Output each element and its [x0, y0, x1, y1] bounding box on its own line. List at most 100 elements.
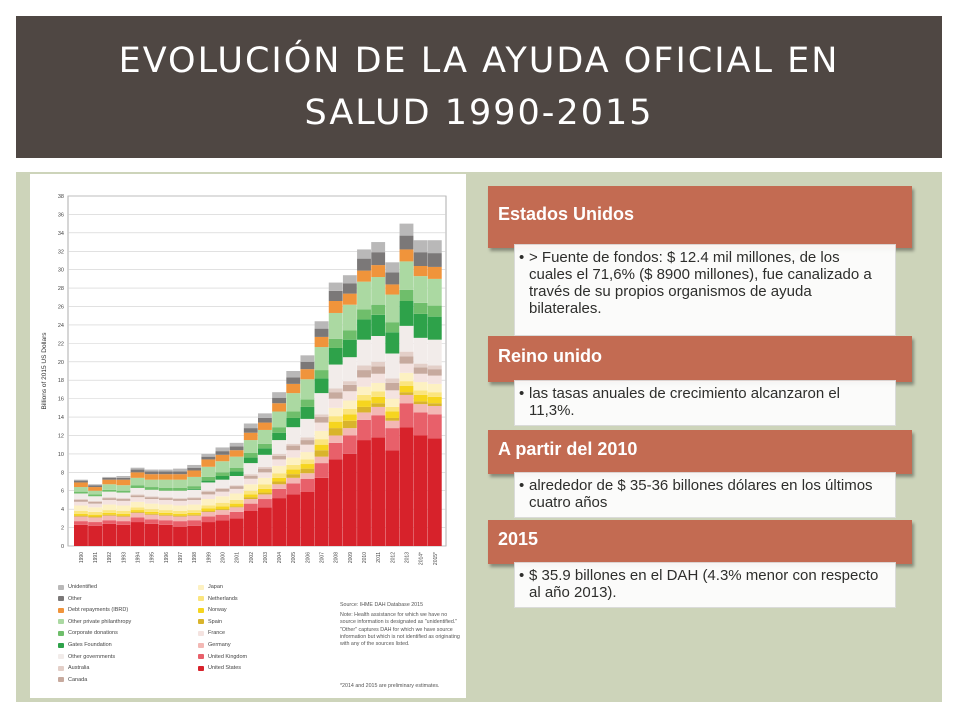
info-panel: Estados Unidos • > Fuente de fondos: $ 1… — [488, 186, 916, 626]
bar-segment — [229, 488, 244, 494]
bar-segment — [102, 491, 117, 498]
bar-segment — [88, 503, 103, 508]
bar-segment — [158, 479, 173, 488]
bar-segment — [116, 524, 131, 546]
bar-segment — [144, 513, 159, 515]
y-tick-label: 28 — [58, 286, 64, 292]
bar-segment — [371, 373, 386, 383]
bar-segment — [88, 494, 103, 497]
bar-segment — [243, 463, 258, 475]
x-tick-label: 2008 — [334, 552, 340, 563]
bar-segment — [371, 382, 386, 392]
bar-segment — [144, 514, 159, 520]
source-note: Source: IHME DAH Database 2015 Note: Hea… — [340, 602, 462, 651]
bar-segment — [173, 474, 187, 480]
bar-segment — [130, 467, 145, 470]
bar-segment — [144, 474, 159, 480]
bar-segment — [215, 506, 230, 510]
bar-segment — [357, 406, 371, 413]
bar-segment — [371, 361, 386, 367]
legend-swatch — [198, 642, 204, 648]
section-header: Reino unido — [488, 336, 912, 382]
bar-segment — [272, 498, 287, 546]
bar-segment — [300, 491, 315, 546]
bar-segment — [158, 497, 173, 499]
bar-segment — [229, 507, 244, 512]
bar-segment — [74, 511, 88, 514]
bar-segment — [328, 435, 343, 443]
bar-segment — [328, 290, 343, 301]
bar-segment — [314, 378, 329, 394]
section-header-label: Estados Unidos — [498, 204, 635, 224]
bar-segment — [130, 485, 145, 488]
legend-label: United Kingdom — [208, 653, 248, 660]
bar-segment — [229, 511, 244, 519]
x-tick-label: 1997 — [178, 552, 184, 563]
x-tick-label: 1993 — [121, 552, 127, 563]
bar-segment — [88, 522, 103, 526]
bar-segment — [88, 490, 103, 495]
bar-segment — [144, 487, 159, 490]
legend-item: Other private philanthropy — [58, 619, 131, 625]
bar-segment — [371, 396, 386, 404]
legend-item: Other — [58, 596, 82, 602]
bar-segment — [342, 408, 357, 415]
bar-segment — [427, 253, 442, 267]
bar-segment — [427, 396, 442, 404]
bar-segment — [144, 496, 159, 498]
bar-segment — [300, 444, 315, 453]
bar-segment — [116, 479, 131, 486]
bar-segment — [413, 337, 428, 364]
bar-segment — [272, 473, 287, 478]
bar-segment — [130, 472, 145, 478]
bar-segment — [314, 347, 329, 371]
bar-segment — [116, 516, 131, 522]
chart-legend: Unidentified Other Debt repayments (IBRD) O… — [58, 584, 338, 694]
bar-segment — [201, 456, 216, 460]
bar-segment — [187, 488, 202, 490]
x-tick-label: 1992 — [107, 552, 113, 563]
bar-segment — [413, 252, 428, 266]
bar-segment — [371, 403, 386, 407]
bar-segment — [413, 435, 428, 546]
legend-swatch — [198, 665, 204, 671]
bar-segment — [371, 265, 386, 278]
bar-segment — [427, 365, 442, 370]
bar-segment — [201, 508, 216, 511]
bar-segment — [173, 487, 187, 491]
legend-item: Australia — [58, 665, 89, 671]
bar-segment — [229, 442, 244, 447]
bar-segment — [243, 499, 258, 504]
bar-segment — [314, 328, 329, 337]
bar-segment — [427, 305, 442, 317]
bar-segment — [427, 240, 442, 254]
legend-swatch — [198, 619, 204, 625]
bar-segment — [116, 499, 131, 501]
bar-segment — [258, 488, 272, 493]
bar-segment — [300, 418, 315, 438]
legend-item: France — [198, 630, 225, 636]
bar-segment — [229, 503, 244, 507]
bar-segment — [314, 456, 329, 464]
bar-segment — [371, 366, 386, 374]
bar-segment — [173, 490, 187, 499]
bar-segment — [357, 370, 371, 378]
bar-segment — [385, 417, 400, 421]
bar-segment — [286, 494, 301, 546]
bar-segment — [258, 472, 272, 478]
bar-segment — [158, 524, 173, 546]
bar-segment — [385, 411, 400, 418]
bar-segment — [385, 294, 400, 323]
bar-segment — [173, 513, 187, 516]
bar-segment — [272, 488, 287, 499]
bar-segment — [385, 450, 400, 546]
bar-segment — [342, 414, 357, 421]
section-header-label: Reino unido — [498, 346, 602, 366]
bar-segment — [187, 525, 202, 546]
bar-segment — [272, 432, 287, 441]
bar-segment — [215, 447, 230, 452]
bar-segment — [286, 417, 301, 428]
bar-segment — [286, 393, 301, 412]
bar-segment — [201, 505, 216, 509]
y-tick-label: 34 — [58, 231, 64, 237]
